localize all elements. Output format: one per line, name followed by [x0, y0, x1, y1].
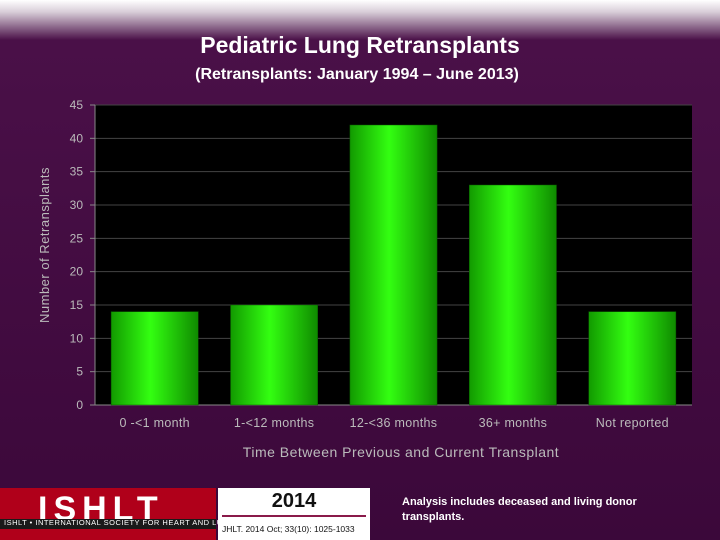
y-tick-label: 30 [70, 198, 84, 212]
bar-chart: 0 5 10 15 20 25 30 35 40 45 0 -<1 month 1-<12 month… [37, 98, 692, 460]
logo-band [0, 519, 216, 529]
y-tick-label: 0 [76, 398, 83, 412]
y-tick-label: 20 [70, 265, 84, 279]
logo-background [0, 488, 216, 540]
bar [230, 304, 318, 406]
citation: JHLT. 2014 Oct; 33(10): 1025-1033 [222, 524, 355, 534]
ishlt-logo: ISHLT ISHLT • INTERNATIONAL SOCIETY FOR … [0, 488, 316, 540]
journal-reference: 2014 JHLT. 2014 Oct; 33(10): 1025-1033 [218, 488, 370, 540]
chart-title: Pediatric Lung Retransplants [200, 32, 520, 58]
x-tick-label: 0 -<1 month [120, 416, 190, 430]
y-axis-label: Number of Retransplants [37, 167, 52, 323]
x-tick-label: 1-<12 months [234, 416, 314, 430]
x-tick-label: 12-<36 months [350, 416, 438, 430]
y-tick-label: 25 [70, 231, 84, 245]
logo-tagline: ISHLT • INTERNATIONAL SOCIETY FOR HEART … [4, 518, 317, 527]
analysis-note: Analysis includes deceased and living do… [402, 496, 637, 523]
x-tick-label: 36+ months [479, 416, 548, 430]
y-tick-label: 15 [70, 298, 84, 312]
bar [349, 124, 438, 406]
x-axis-label: Time Between Previous and Current Transp… [243, 444, 559, 460]
x-tick-label: Not reported [596, 416, 669, 430]
y-tick-label: 40 [70, 131, 84, 145]
bar [469, 184, 557, 406]
chart-subtitle: (Retransplants: January 1994 – June 2013… [195, 66, 519, 83]
y-tick-label: 5 [76, 365, 83, 379]
y-tick-label: 45 [70, 98, 84, 112]
y-tick-label: 35 [70, 165, 84, 179]
bar [110, 311, 199, 406]
y-tick-label: 10 [70, 331, 84, 345]
bar [588, 311, 677, 406]
divider [222, 515, 366, 517]
report-year: 2014 [271, 490, 317, 512]
